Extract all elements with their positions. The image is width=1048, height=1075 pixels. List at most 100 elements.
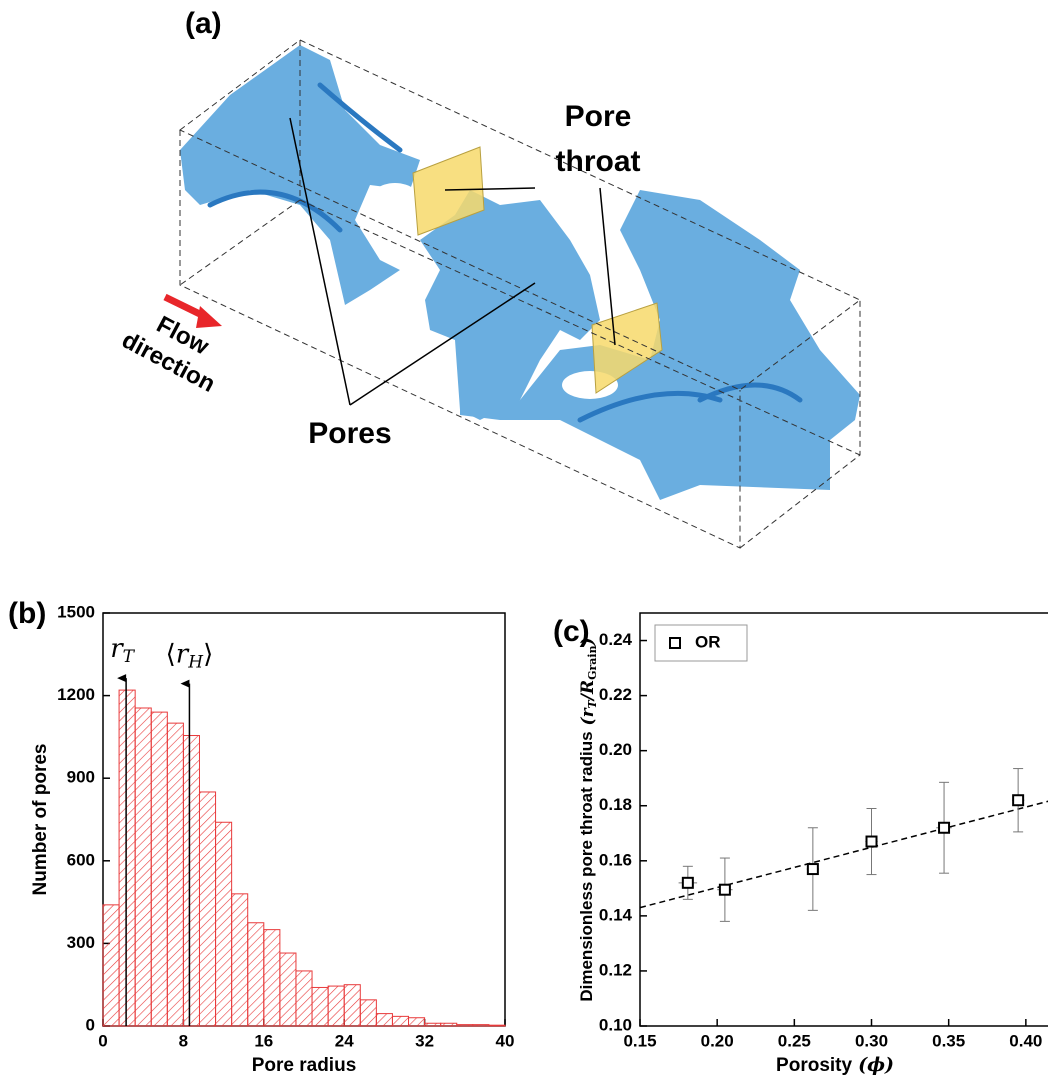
y-tick-label: 0.10 [599,1015,632,1034]
histogram-bar [102,904,120,1027]
histogram-bar [311,986,329,1027]
histogram-bar [391,1015,410,1027]
histogram-bar [424,1022,442,1027]
data-point [681,876,694,889]
y-tick-label: 0.14 [599,905,633,924]
y-axis-title-symbol: r [578,707,598,717]
histogram-bar [440,1022,458,1027]
pore-illustration [163,39,861,549]
x-axis-title: Porosity (ϕ) [776,1054,894,1075]
annotation-symbol: r [110,634,124,664]
leader-line [349,282,536,406]
y-axis-title-paren: ( [578,716,598,725]
histogram-bar [215,821,233,1027]
histogram-bar [279,952,297,1027]
histogram-bar [456,1024,474,1027]
y-tick-label: 1200 [57,685,95,704]
throat-label: throat [556,145,641,178]
domain-box [179,39,861,549]
y-tick-label: 0.20 [599,740,632,759]
panel-label: (b) [8,597,46,630]
y-axis-title: Dimensionless pore throat radius (rT/RGra… [577,637,599,1001]
y-tick-label: 0.12 [599,960,632,979]
flow-arrowhead [196,306,222,328]
pore-throat-plane [412,146,485,236]
x-tick-label: 0.35 [932,1031,965,1050]
annotation-bracket: ⟨ [166,640,176,670]
x-tick-label: 40 [496,1031,515,1050]
histogram-bar [231,893,249,1027]
leader-line [599,187,616,346]
histogram-bar [150,711,168,1027]
histogram-bar [408,1017,426,1027]
histogram-bar [182,735,200,1027]
histogram-bar [375,1013,393,1027]
x-tick-label: 32 [415,1031,434,1050]
annotation-bracket: ⟩ [203,640,213,670]
y-axis-title-subscript: Grain [586,645,599,680]
pore-shade [207,189,343,233]
y-axis-title-subscript: T [586,699,599,708]
data-point [806,863,819,876]
x-tick-label: 0.15 [623,1031,656,1050]
pore-hole [367,183,423,227]
y-axis-title: Number of pores [30,743,51,895]
histogram-bar [247,922,265,1027]
annotation-symbol: r [176,640,190,670]
x-tick-label: 0 [98,1031,107,1050]
fit-line [639,800,1048,909]
x-tick-label: 0.30 [855,1031,888,1050]
y-tick-label: 0.22 [599,685,632,704]
legend-marker [669,637,681,649]
data-point [1012,794,1025,807]
y-axis-title-text: Dimensionless pore throat radius [577,731,596,1001]
y-tick-label: 300 [67,933,95,952]
y-tick-label: 0.18 [599,795,632,814]
y-tick-label: 0.16 [599,850,632,869]
x-tick-label: 24 [335,1031,354,1050]
throat-label: Pore [565,100,632,133]
pore-shade [317,82,403,153]
annotation-label: rT [110,634,135,667]
histogram-bar [488,1024,506,1027]
histogram-bar [166,722,184,1027]
legend-label: OR [695,632,721,651]
annotation-subscript: H [187,652,204,672]
axis-frame [639,612,1048,1027]
leader-line [289,117,351,406]
y-axis-title-slash: / [578,692,598,702]
histogram-bar [295,970,313,1027]
histogram-bar [359,999,377,1027]
y-axis-title-paren: ) [578,637,598,646]
histogram-bar [134,707,152,1027]
x-axis-title-symbol: (ϕ) [858,1054,894,1075]
pore-throat-plane [591,302,663,394]
x-tick-label: 0.40 [1009,1031,1042,1050]
pores-label: Pores [308,417,391,450]
x-tick-label: 16 [254,1031,273,1050]
y-tick-label: 900 [67,768,95,787]
x-axis-title-text: Porosity [776,1055,852,1075]
histogram-bar [327,985,345,1027]
data-point [718,883,731,896]
histogram-bar [198,791,217,1027]
x-tick-label: 0.20 [701,1031,734,1050]
histogram-bar [263,929,281,1027]
x-axis-title: Pore radius [252,1055,357,1075]
pore-blob [420,190,600,420]
pore-shade [697,382,803,403]
y-axis-title-symbol: R [578,680,598,695]
annotation-subscript: T [123,647,136,667]
data-point [938,821,951,834]
annotation-label: ⟨rH⟩ [166,640,214,673]
histogram-bar [472,1024,490,1027]
y-tick-label: 0 [86,1015,95,1034]
histogram-bar [118,689,136,1027]
histogram-bar [343,984,361,1027]
panel-label: (c) [553,615,590,648]
leader-line [444,187,536,191]
y-tick-label: 600 [67,850,95,869]
panel-label: (a) [185,7,222,40]
data-point [865,835,878,848]
